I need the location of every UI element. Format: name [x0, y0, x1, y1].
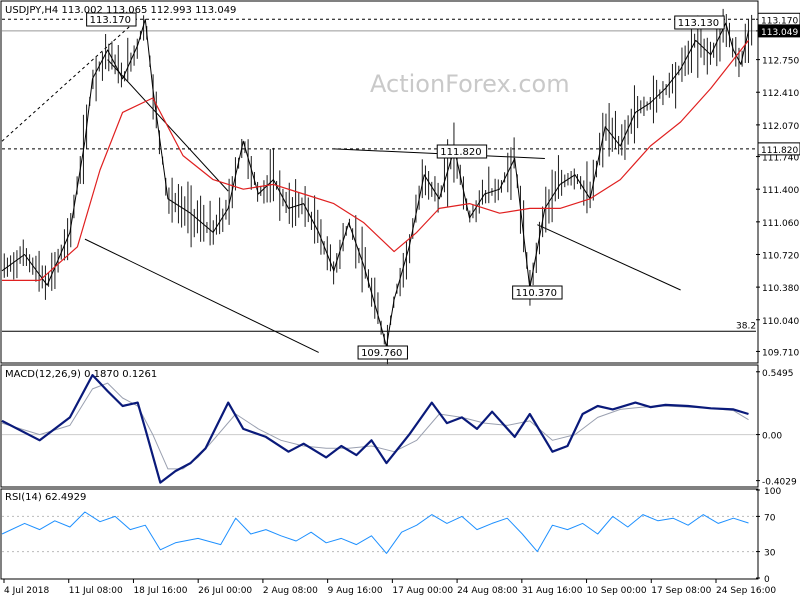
y-tick-label: 113.049: [761, 28, 798, 38]
macd-signal-line: [1, 382, 749, 470]
label-low2: 110.370: [516, 288, 557, 299]
rsi-y-tick-label: 30: [764, 549, 776, 559]
moving-average-line: [2, 40, 749, 281]
macd-y-tick-label: -0.4029: [762, 478, 797, 488]
price-line: [1, 18, 749, 348]
y-tick-label: 112.070: [762, 122, 799, 132]
x-tick-label: 11 Jul 08:00: [69, 586, 123, 596]
rsi-panel-title: RSI(14) 62.4929: [5, 492, 86, 503]
x-tick-label: 9 Aug 16:00: [328, 586, 383, 596]
macd-line: [1, 374, 749, 484]
rsi-panel: [0, 488, 759, 580]
label-mid-box: [436, 144, 488, 159]
rising-trend-dashed: [1, 25, 131, 142]
watermark: ActionForex.com: [370, 70, 570, 98]
x-tick-label: 17 Sep 08:00: [651, 586, 711, 596]
y-tick-label: 109.710: [762, 348, 799, 358]
x-tick-label: 18 Jul 16:00: [133, 586, 187, 596]
macd-layer: 0.5495 0.00 -0.4029: [1, 369, 797, 488]
macd-panel: [0, 364, 759, 488]
rsi-line: [1, 511, 749, 554]
y-tick-label: 113.170: [761, 16, 798, 26]
rsi-y-tick-label: 100: [764, 487, 781, 497]
x-tick-label: 2 Aug 08:00: [263, 586, 318, 596]
y-tick-label: 111.060: [762, 219, 799, 229]
y-tick-box: [757, 142, 800, 156]
y-tick-label: 111.400: [762, 186, 799, 196]
rsi-layer: 100 70 30 0: [1, 487, 781, 585]
channel-upper-line: [107, 59, 229, 192]
rsi-y-tick-label: 0: [764, 575, 770, 585]
x-tick-label: 26 Jul 00:00: [198, 586, 252, 596]
y-tick-label: 110.380: [762, 284, 799, 294]
macd-panel-title: MACD(12,26,9) 0.1870 0.1261: [5, 369, 157, 380]
x-tick-label: 10 Sep 00:00: [587, 586, 647, 596]
fib-label: 38.2: [736, 321, 756, 331]
label-low: 109.760: [361, 348, 402, 359]
macd-y-tick-label: 0.5495: [762, 369, 794, 379]
y-tick-label: 110.720: [762, 251, 799, 261]
rsi-y-tick-label: 70: [764, 513, 776, 523]
y-tick-box: [757, 24, 800, 38]
label-low-box: [357, 345, 408, 360]
label-low2-box: [512, 285, 563, 300]
label-high-left: 113.170: [90, 15, 131, 26]
label-mid: 111.820: [440, 147, 481, 158]
x-tick-label: 17 Aug 00:00: [392, 586, 453, 596]
price-layer: 38.2 113.170 113.130 111.820 110.370 109.760 1…: [1, 8, 800, 365]
x-tick-label: 4 Jul 2018: [4, 586, 49, 596]
label-high-right: 113.130: [678, 18, 719, 29]
channel-lower-line: [84, 238, 319, 353]
y-tick-label: 110.040: [762, 317, 799, 327]
y-tick-label: 111.820: [761, 146, 798, 156]
x-tick-label: 24 Aug 08:00: [457, 586, 518, 596]
macd-y-tick-label: 0.00: [762, 432, 782, 442]
x-axis: 4 Jul 2018 11 Jul 08:00 18 Jul 16:00 26 Jul…: [3, 579, 776, 596]
y-tick-label: 112.750: [762, 57, 799, 67]
x-tick-label: 31 Aug 16:00: [522, 586, 583, 596]
label-high-right-box: [674, 15, 725, 30]
y-tick-label: 112.410: [762, 89, 799, 99]
support-trend-line: [537, 224, 681, 291]
label-high-left-box: [86, 12, 137, 27]
price-panel-title: USDJPY,H4 113.002 113.065 112.993 113.04…: [5, 5, 236, 16]
price-panel: [0, 0, 759, 364]
y-tick-label: 111.740: [762, 154, 799, 164]
x-tick-label: 24 Sep 16:00: [716, 586, 776, 596]
